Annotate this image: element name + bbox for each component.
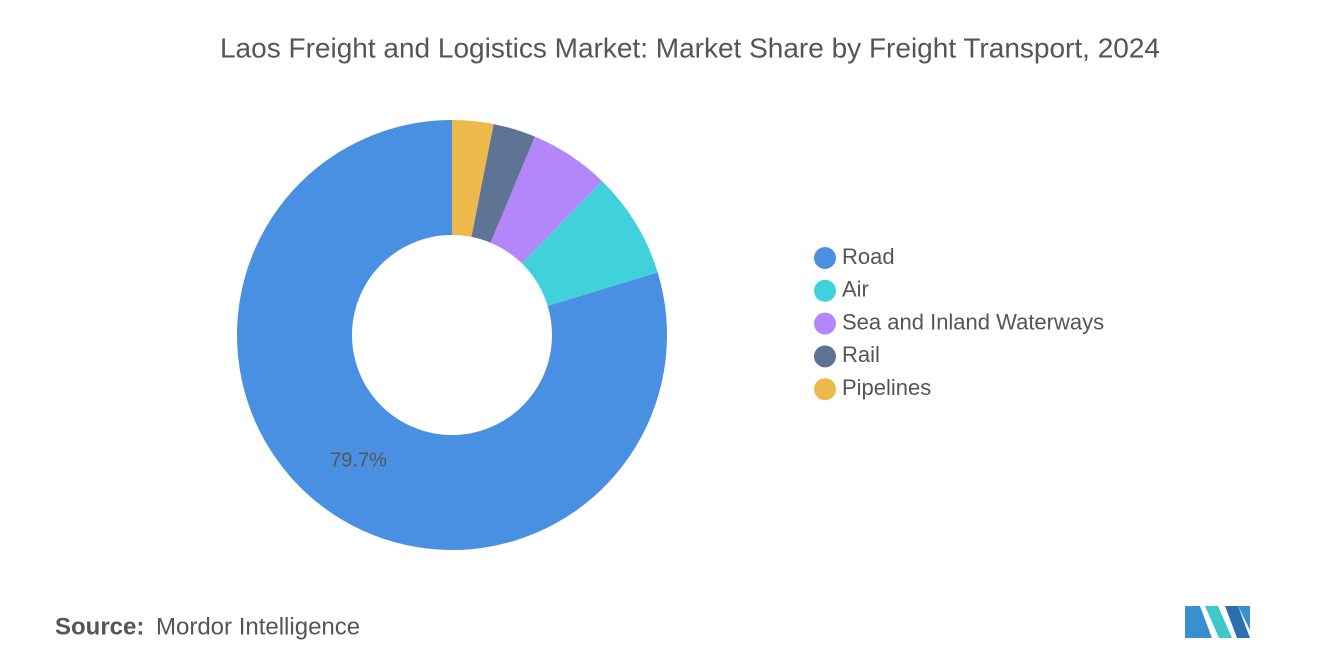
data-label: 79.7%	[330, 449, 387, 471]
legend-label: Rail	[842, 342, 880, 367]
legend-swatch	[814, 312, 836, 335]
source-text: Mordor Intelligence	[156, 613, 360, 640]
donut-slice	[452, 120, 494, 237]
legend-label: Air	[842, 277, 869, 302]
legend-label: Pipelines	[842, 375, 931, 400]
donut-slice	[471, 124, 535, 243]
source-label: Source:	[55, 613, 144, 640]
chart-title: Laos Freight and Logistics Market: Marke…	[220, 32, 1160, 63]
donut-slice	[490, 136, 603, 264]
donut-slice	[237, 120, 667, 551]
legend-swatch	[814, 345, 836, 368]
legend-label: Sea and Inland Waterways	[842, 309, 1104, 334]
legend-swatch	[814, 279, 836, 302]
donut-slice	[521, 181, 658, 306]
legend-swatch	[814, 247, 836, 269]
legend-label: Road	[842, 244, 895, 269]
legend-swatch	[814, 378, 836, 401]
logo	[1185, 606, 1250, 638]
